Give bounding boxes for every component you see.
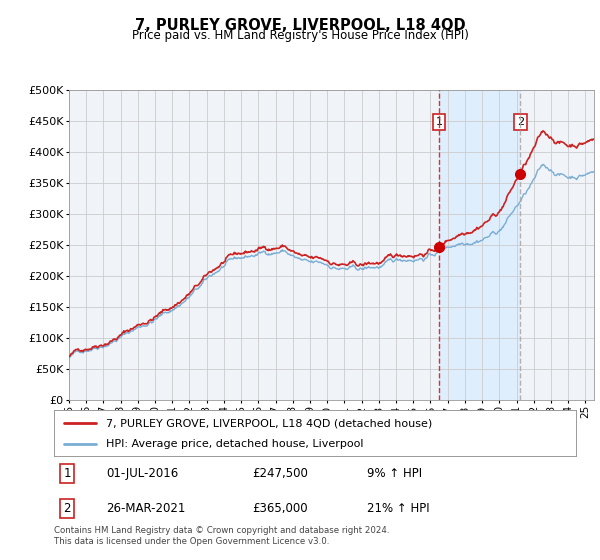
Text: £247,500: £247,500: [253, 468, 308, 480]
Text: 21% ↑ HPI: 21% ↑ HPI: [367, 502, 430, 515]
Text: 7, PURLEY GROVE, LIVERPOOL, L18 4QD (detached house): 7, PURLEY GROVE, LIVERPOOL, L18 4QD (det…: [106, 418, 433, 428]
Text: Price paid vs. HM Land Registry's House Price Index (HPI): Price paid vs. HM Land Registry's House …: [131, 29, 469, 42]
Text: 26-MAR-2021: 26-MAR-2021: [106, 502, 185, 515]
Text: HPI: Average price, detached house, Liverpool: HPI: Average price, detached house, Live…: [106, 440, 364, 450]
Text: 9% ↑ HPI: 9% ↑ HPI: [367, 468, 422, 480]
Text: 1: 1: [436, 117, 443, 127]
Text: £365,000: £365,000: [253, 502, 308, 515]
Text: 2: 2: [64, 502, 71, 515]
Text: 2: 2: [517, 117, 524, 127]
Text: 01-JUL-2016: 01-JUL-2016: [106, 468, 178, 480]
Text: 1: 1: [64, 468, 71, 480]
Text: 7, PURLEY GROVE, LIVERPOOL, L18 4QD: 7, PURLEY GROVE, LIVERPOOL, L18 4QD: [134, 18, 466, 33]
Text: Contains HM Land Registry data © Crown copyright and database right 2024.
This d: Contains HM Land Registry data © Crown c…: [54, 526, 389, 546]
Bar: [439, 90, 520, 400]
